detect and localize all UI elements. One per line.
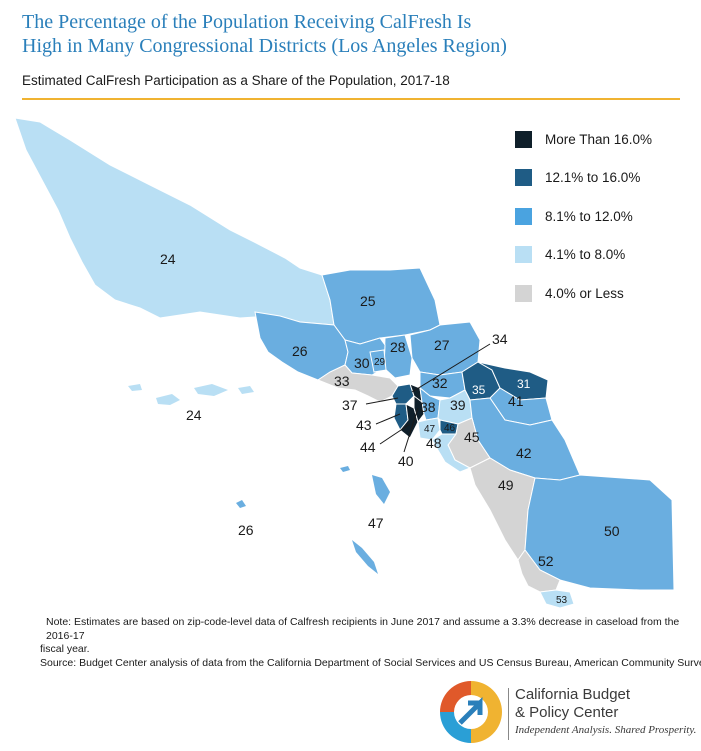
- legend-swatch: [515, 130, 532, 148]
- map-title: The Percentage of the Population Receivi…: [22, 10, 682, 58]
- island-24-a: [156, 394, 180, 405]
- island-24-c: [238, 386, 254, 394]
- legend-item-4-to-8: 4.1% to 8.0%: [515, 236, 652, 275]
- note-line-1: Note: Estimates are based on zip-code-le…: [46, 616, 680, 642]
- org-name-line-2: & Policy Center: [515, 704, 619, 721]
- island-24-b: [194, 384, 228, 396]
- label-44: 44: [360, 439, 376, 455]
- map-subtitle: Estimated CalFresh Participation as a Sh…: [22, 73, 450, 88]
- district-53: [539, 589, 575, 609]
- label-33: 33: [334, 373, 350, 389]
- district-50: [524, 474, 675, 591]
- label-37: 37: [342, 397, 358, 413]
- legend-item-8-to-12: 8.1% to 12.0%: [515, 197, 652, 236]
- label-46: 46: [444, 423, 456, 434]
- leader-43: [375, 413, 401, 425]
- label-26-islands: 26: [238, 522, 254, 538]
- island-26-a: [236, 500, 246, 508]
- map-legend: More Than 16.0% 12.1% to 16.0% 8.1% to 1…: [515, 120, 652, 313]
- label-24-islands: 24: [186, 407, 202, 423]
- label-32: 32: [432, 375, 448, 391]
- label-24: 24: [160, 251, 176, 267]
- leader-44: [379, 423, 411, 445]
- label-42: 42: [516, 445, 532, 461]
- label-26: 26: [292, 343, 308, 359]
- cbpc-logo-icon: [440, 681, 502, 743]
- label-49: 49: [498, 477, 514, 493]
- legend-label: 8.1% to 12.0%: [545, 208, 633, 224]
- legend-swatch: [515, 169, 532, 187]
- district-24: [14, 117, 335, 326]
- label-48: 48: [426, 435, 442, 451]
- map-source: Source: Budget Center analysis of data f…: [40, 657, 701, 669]
- legend-label: 4.1% to 8.0%: [545, 247, 626, 263]
- leader-40: [403, 407, 419, 453]
- label-38: 38: [420, 399, 436, 415]
- legend-item-4-or-less: 4.0% or Less: [515, 274, 652, 313]
- legend-swatch: [515, 207, 532, 225]
- map-note: Note: Estimates are based on zip-code-le…: [40, 616, 680, 657]
- label-47: 47: [424, 424, 436, 435]
- label-50: 50: [604, 523, 620, 539]
- legend-label: More Than 16.0%: [545, 131, 653, 147]
- legend-label: 12.1% to 16.0%: [545, 170, 641, 186]
- island-47-b: [352, 540, 378, 574]
- label-39: 39: [450, 397, 466, 413]
- label-28: 28: [390, 339, 406, 355]
- island-47-a: [372, 475, 390, 504]
- district-29: [369, 349, 387, 373]
- label-52: 52: [538, 553, 554, 569]
- legend-label: 4.0% or Less: [545, 285, 624, 301]
- legend-item-more-than-16: More Than 16.0%: [515, 120, 652, 159]
- label-27: 27: [434, 337, 450, 353]
- org-name: California Budget & Policy Center: [515, 686, 630, 722]
- label-41: 41: [508, 393, 524, 409]
- label-45: 45: [464, 429, 480, 445]
- label-29: 29: [374, 357, 386, 368]
- district-40: [413, 395, 425, 424]
- label-35: 35: [472, 383, 486, 397]
- label-30: 30: [354, 355, 370, 371]
- leader-34: [411, 343, 491, 393]
- note-line-2: fiscal year.: [40, 643, 90, 655]
- island-47-c: [340, 466, 350, 472]
- label-31: 31: [517, 377, 531, 391]
- logo-divider: [508, 688, 509, 740]
- title-divider: [22, 98, 680, 100]
- title-line-1: The Percentage of the Population Receivi…: [22, 11, 472, 33]
- label-53: 53: [556, 595, 568, 606]
- label-34: 34: [492, 331, 508, 347]
- title-line-2: High in Many Congressional Districts (Lo…: [22, 35, 507, 57]
- legend-swatch: [515, 284, 532, 302]
- label-25: 25: [360, 293, 376, 309]
- label-40: 40: [398, 453, 414, 469]
- org-tagline: Independent Analysis. Shared Prosperity.: [515, 724, 697, 736]
- legend-item-12-to-16: 12.1% to 16.0%: [515, 159, 652, 198]
- label-43: 43: [356, 417, 372, 433]
- org-name-line-1: California Budget: [515, 686, 631, 703]
- island-24-d: [128, 384, 142, 391]
- district-48: [431, 433, 472, 473]
- legend-swatch: [515, 246, 532, 264]
- leader-37: [365, 397, 399, 405]
- label-47-islands: 47: [368, 515, 384, 531]
